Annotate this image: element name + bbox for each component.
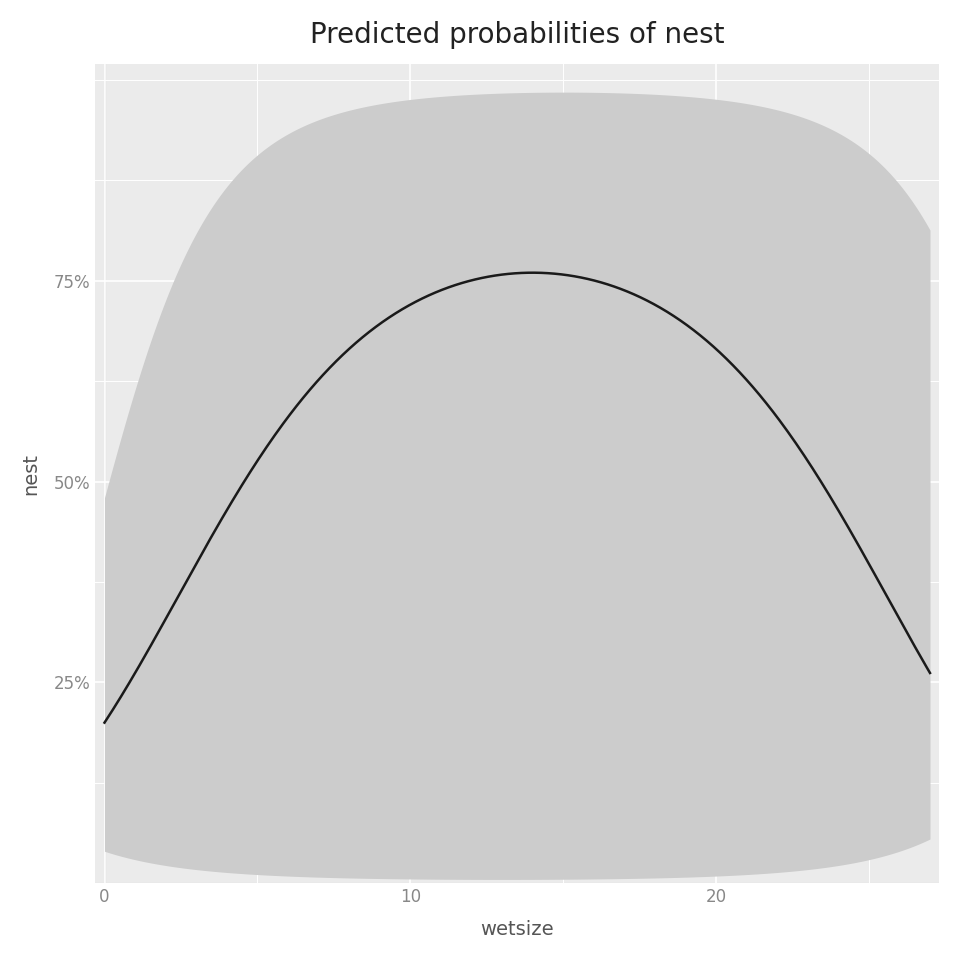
X-axis label: wetsize: wetsize — [480, 921, 554, 939]
Title: Predicted probabilities of nest: Predicted probabilities of nest — [310, 21, 725, 49]
Y-axis label: nest: nest — [21, 452, 39, 494]
